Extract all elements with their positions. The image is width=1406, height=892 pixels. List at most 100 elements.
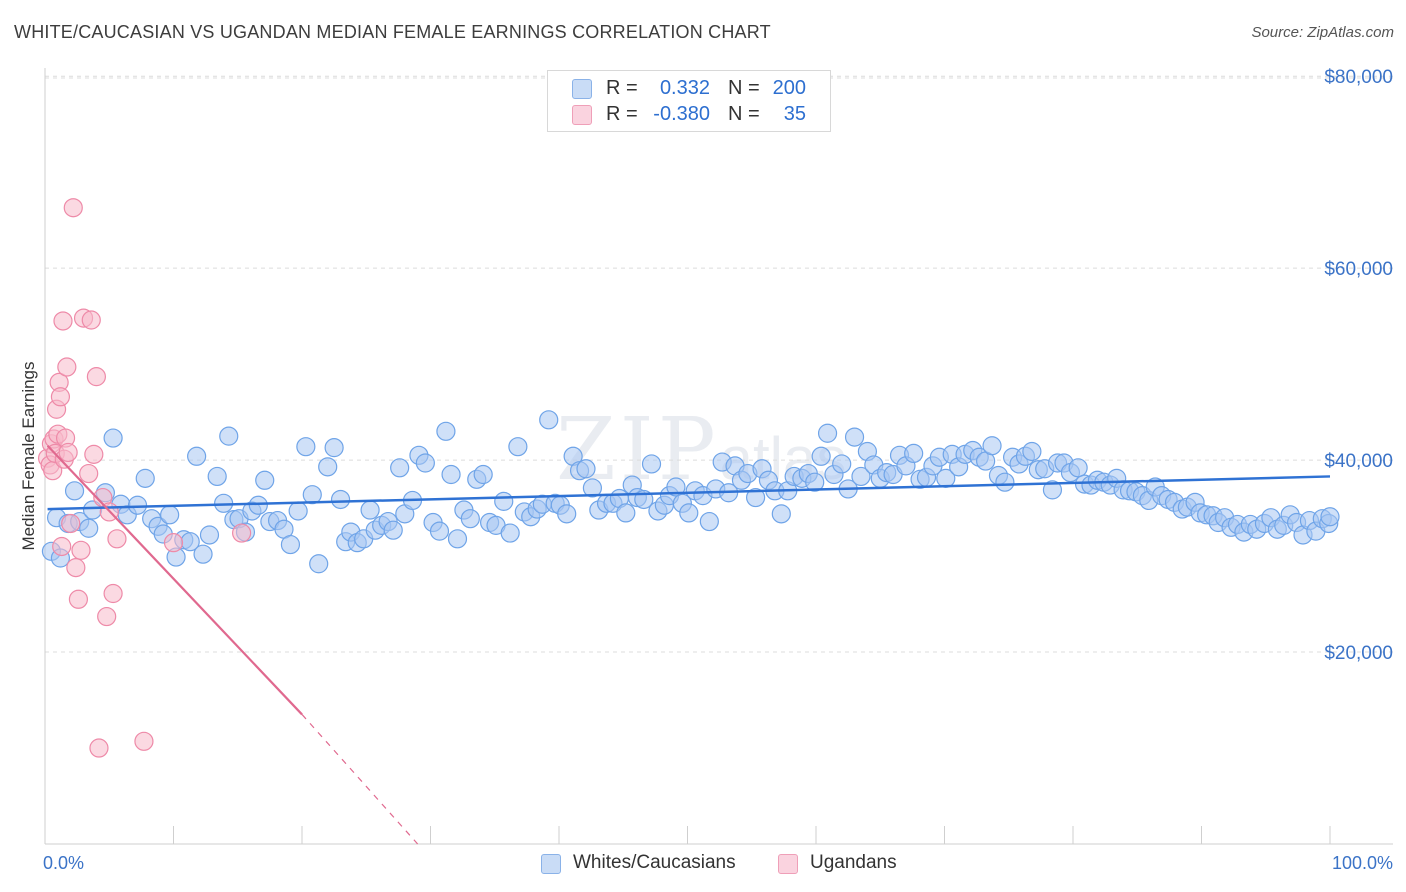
point-ugandans	[71, 540, 91, 560]
stats-row-ugandans: R = -0.380 N = 35	[548, 102, 830, 128]
source-credit: Source: ZipAtlas.com	[1251, 24, 1394, 41]
point-whites	[160, 505, 180, 525]
point-whites	[330, 489, 351, 510]
point-whites	[1022, 441, 1042, 462]
point-ugandans	[52, 536, 72, 557]
point-ugandans	[53, 311, 73, 331]
point-whites	[436, 421, 456, 441]
point-whites	[982, 436, 1002, 456]
legend-swatch-whites	[541, 854, 561, 874]
ugandans-points	[37, 198, 252, 758]
point-whites	[641, 454, 662, 474]
point-whites	[904, 443, 924, 464]
point-whites	[746, 487, 766, 508]
point-whites	[811, 446, 831, 466]
point-whites	[851, 466, 871, 487]
point-whites	[508, 437, 528, 457]
point-whites	[324, 438, 344, 458]
legend-label-ugandans: Ugandans	[810, 852, 897, 873]
point-whites	[500, 523, 520, 543]
chart-title: WHITE/CAUCASIAN VS UGANDAN MEDIAN FEMALE…	[14, 22, 771, 42]
point-whites	[415, 453, 435, 473]
point-whites	[79, 518, 99, 538]
point-whites	[64, 481, 85, 501]
point-whites	[460, 509, 480, 529]
y-tick-label: $20,000	[1324, 643, 1393, 664]
point-ugandans	[97, 606, 117, 627]
point-whites	[576, 459, 596, 479]
x-ticks	[173, 826, 1331, 844]
r-value: -0.380	[653, 103, 710, 125]
point-ugandans	[79, 463, 99, 484]
point-whites	[280, 534, 301, 555]
point-whites	[309, 554, 329, 574]
point-ugandans	[66, 558, 86, 578]
point-whites	[127, 495, 148, 515]
trend-line-ugandans	[46, 444, 303, 716]
point-whites	[219, 426, 239, 446]
r-label: R =	[606, 77, 638, 99]
point-whites	[383, 520, 403, 540]
point-whites	[1320, 507, 1340, 527]
trend-line-ugandans-extrapolated	[301, 714, 419, 845]
point-whites	[207, 466, 227, 487]
point-whites	[557, 504, 577, 524]
point-ugandans	[61, 513, 81, 534]
point-ugandans	[134, 731, 154, 751]
n-label: N =	[728, 77, 760, 99]
point-whites	[817, 423, 838, 443]
legend-swatch-ugandans	[778, 854, 798, 874]
point-whites	[679, 503, 699, 523]
r-value: 0.332	[659, 77, 710, 99]
point-whites	[447, 529, 468, 549]
point-ugandans	[107, 529, 127, 549]
point-whites	[616, 503, 636, 523]
point-whites	[494, 491, 514, 511]
point-ugandans	[58, 442, 78, 463]
point-ugandans	[84, 444, 104, 464]
legend-label-whites: Whites/Caucasians	[573, 852, 736, 873]
point-ugandans	[50, 387, 71, 407]
stats-row-whites: R = 0.332 N = 200	[548, 76, 830, 102]
point-ugandans	[86, 367, 107, 387]
point-whites	[296, 437, 316, 457]
x-tick-label-max: 100.0%	[1332, 853, 1393, 873]
n-value: 35	[783, 103, 806, 125]
point-whites	[995, 472, 1015, 492]
x-tick-label-min: 0.0%	[43, 853, 84, 873]
point-whites	[103, 428, 123, 448]
whites-points	[41, 410, 1340, 574]
point-whites	[255, 470, 275, 490]
point-ugandans	[81, 310, 101, 330]
point-whites	[441, 464, 461, 485]
point-ugandans	[68, 589, 89, 609]
point-whites	[429, 521, 450, 541]
point-ugandans	[57, 357, 77, 377]
r-label: R =	[606, 103, 638, 125]
point-whites	[248, 495, 268, 515]
point-whites	[390, 458, 410, 478]
point-whites	[199, 525, 220, 545]
point-whites	[318, 457, 338, 477]
point-ugandans	[103, 583, 123, 604]
point-ugandans	[63, 198, 83, 218]
point-whites	[832, 454, 852, 474]
point-whites	[193, 544, 213, 564]
point-ugandans	[89, 738, 109, 758]
point-whites	[1042, 480, 1063, 500]
correlation-stats-box: R = 0.332 N = 200 R = -0.380 N = 35	[547, 70, 831, 132]
point-whites	[135, 468, 155, 488]
y-tick-label: $40,000	[1324, 451, 1393, 472]
point-ugandans	[232, 523, 252, 543]
point-whites	[360, 500, 380, 520]
n-value: 200	[772, 77, 806, 99]
point-whites	[805, 472, 825, 492]
ugandans-swatch	[572, 105, 592, 125]
point-whites	[1068, 458, 1088, 478]
y-tick-label: $60,000	[1324, 259, 1393, 280]
point-whites	[771, 504, 791, 524]
y-tick-label: $80,000	[1324, 67, 1393, 88]
y-tick-labels: $20,000 $40,000 $60,000 $80,000	[1324, 67, 1393, 664]
point-whites	[473, 464, 493, 485]
